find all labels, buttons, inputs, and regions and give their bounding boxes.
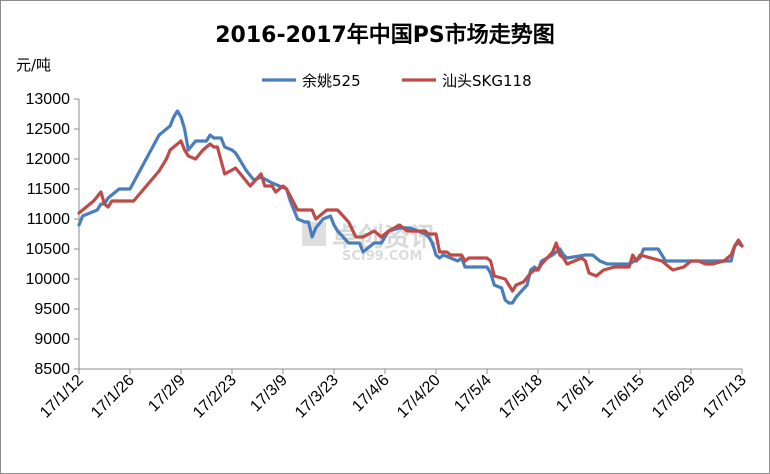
y-tick-label: 10500 (26, 241, 71, 258)
chart-legend: 余姚525 汕头SKG118 (262, 72, 532, 90)
x-tick-label: 17/7/13 (700, 372, 750, 422)
x-tick-label: 17/6/29 (649, 372, 699, 422)
x-tick-label: 17/5/4 (451, 372, 495, 416)
y-tick-label: 9000 (34, 331, 70, 348)
y-tick-label: 10000 (26, 271, 71, 288)
x-tick-label: 17/3/9 (247, 372, 291, 416)
y-tick-label: 13000 (26, 91, 71, 108)
series-line-2 (77, 139, 744, 293)
y-tick-label: 8500 (34, 361, 70, 378)
y-tick-label: 11000 (27, 211, 70, 228)
x-tick-label: 17/2/9 (145, 372, 189, 416)
x-tick-label: 17/6/15 (598, 372, 648, 422)
watermark-subtext: SCI99.COM (342, 249, 422, 264)
legend-label-1: 余姚525 (302, 72, 361, 90)
watermark: 卓创资讯 SCI99.COM (302, 222, 436, 264)
x-tick-label: 17/4/6 (349, 372, 393, 416)
chart-title: 2016-2017年中国PS市场走势图 (215, 22, 555, 48)
y-tick-label: 12500 (26, 121, 71, 138)
y-tick-label: 11500 (27, 181, 70, 198)
x-tick-label: 17/6/1 (553, 372, 597, 416)
legend-label-2: 汕头SKG118 (442, 72, 532, 90)
x-tick-label: 17/3/23 (292, 372, 342, 422)
y-axis-unit-label: 元/吨 (16, 56, 51, 74)
series-line-1 (77, 109, 744, 305)
x-tick-label: 17/2/23 (190, 372, 240, 422)
chart-series (77, 109, 744, 305)
y-tick-label: 9500 (34, 301, 70, 318)
x-tick-label: 17/4/20 (394, 372, 444, 422)
x-tick-label: 17/1/12 (37, 372, 87, 422)
x-tick-label: 17/1/26 (88, 372, 138, 422)
x-tick-label: 17/5/18 (496, 372, 546, 422)
y-tick-label: 12000 (26, 151, 71, 168)
